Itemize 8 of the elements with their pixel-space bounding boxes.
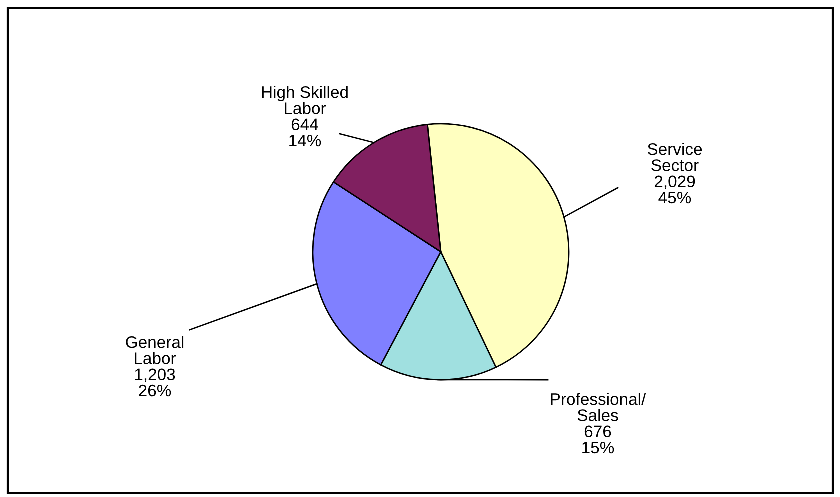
slice-label: High Skilled Labor: [262, 86, 348, 114]
slice-label: Service Sector: [648, 143, 702, 172]
data-label: 1,203 26%: [135, 368, 176, 397]
slice-label: General Labor: [126, 336, 184, 364]
data-label: 644 14%: [290, 118, 322, 147]
data-label: 2,029 45%: [654, 176, 696, 204]
data-label: 676 15%: [582, 426, 614, 454]
slice-label: Professional/ Sales: [551, 393, 646, 422]
